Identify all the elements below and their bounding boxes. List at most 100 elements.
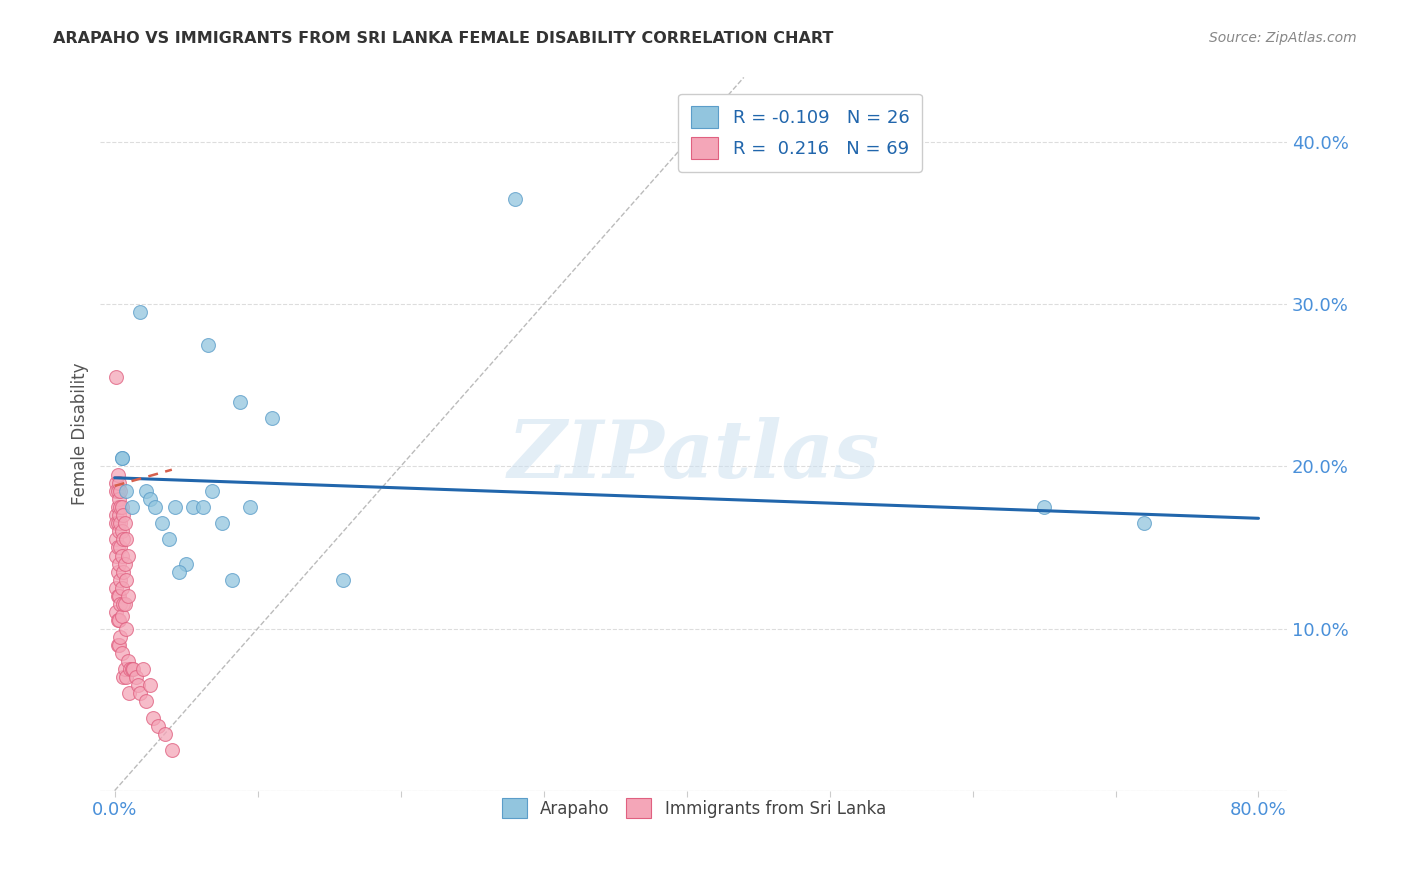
Point [115,670,138,684]
Point [160,743,183,757]
Point [115,533,138,547]
Point [111,524,134,539]
Point [121,662,143,676]
Point [139,491,162,506]
Point [105,605,128,619]
Point [105,370,128,384]
Text: ZIPatlas: ZIPatlas [508,417,880,494]
Point [135,694,157,708]
Point [105,483,128,498]
Point [105,533,128,547]
Point [1133,516,1156,531]
Point [111,451,134,466]
Point [239,500,262,514]
Point [143,500,166,514]
Point [108,475,131,490]
Point [114,516,136,531]
Point [105,475,128,490]
Text: ARAPAHO VS IMMIGRANTS FROM SRI LANKA FEMALE DISABILITY CORRELATION CHART: ARAPAHO VS IMMIGRANTS FROM SRI LANKA FEM… [53,31,834,46]
Point [221,573,243,587]
Point [107,589,129,603]
Point [142,711,165,725]
Point [107,467,129,482]
Point [115,483,138,498]
Point [105,508,128,522]
Point [110,483,132,498]
Legend: Arapaho, Immigrants from Sri Lanka: Arapaho, Immigrants from Sri Lanka [495,791,893,825]
Point [229,394,252,409]
Point [193,500,215,514]
Point [197,338,219,352]
Point [129,305,152,319]
Point [129,686,152,700]
Point [108,524,131,539]
Y-axis label: Female Disability: Female Disability [72,363,89,505]
Point [110,573,132,587]
Point [117,549,139,563]
Point [114,662,136,676]
Point [132,662,155,676]
Point [211,516,233,531]
Point [111,608,134,623]
Point [157,533,180,547]
Point [114,557,136,571]
Point [118,686,141,700]
Point [117,589,139,603]
Point [107,614,129,628]
Text: Source: ZipAtlas.com: Source: ZipAtlas.com [1209,31,1357,45]
Point [139,678,162,692]
Point [146,719,169,733]
Point [115,622,138,636]
Point [110,541,132,555]
Point [112,565,135,579]
Point [122,662,145,676]
Point [260,410,283,425]
Point [201,483,224,498]
Point [121,500,143,514]
Point [135,483,157,498]
Point [112,597,135,611]
Point [111,646,134,660]
Point [150,516,173,531]
Point [117,654,139,668]
Point [107,638,129,652]
Point [107,500,129,514]
Point [108,491,131,506]
Point [174,557,197,571]
Point [332,573,354,587]
Point [111,500,134,514]
Point [167,565,190,579]
Point [107,516,129,531]
Point [125,670,148,684]
Point [112,670,135,684]
Point [110,630,132,644]
Point [111,451,134,466]
Point [108,589,131,603]
Point [111,549,134,563]
Point [110,516,132,531]
Point [112,533,135,547]
Point [1033,500,1056,514]
Point [163,500,186,514]
Point [115,573,138,587]
Point [108,638,131,652]
Point [110,500,132,514]
Point [107,565,129,579]
Point [114,597,136,611]
Point [108,508,131,522]
Point [105,549,128,563]
Point [107,483,129,498]
Point [111,581,134,595]
Point [107,541,129,555]
Point [108,614,131,628]
Point [105,516,128,531]
Point [105,581,128,595]
Point [108,557,131,571]
Point [181,500,204,514]
Point [110,597,132,611]
Point [120,662,142,676]
Point [503,192,526,206]
Point [112,508,135,522]
Point [153,727,176,741]
Point [127,678,149,692]
